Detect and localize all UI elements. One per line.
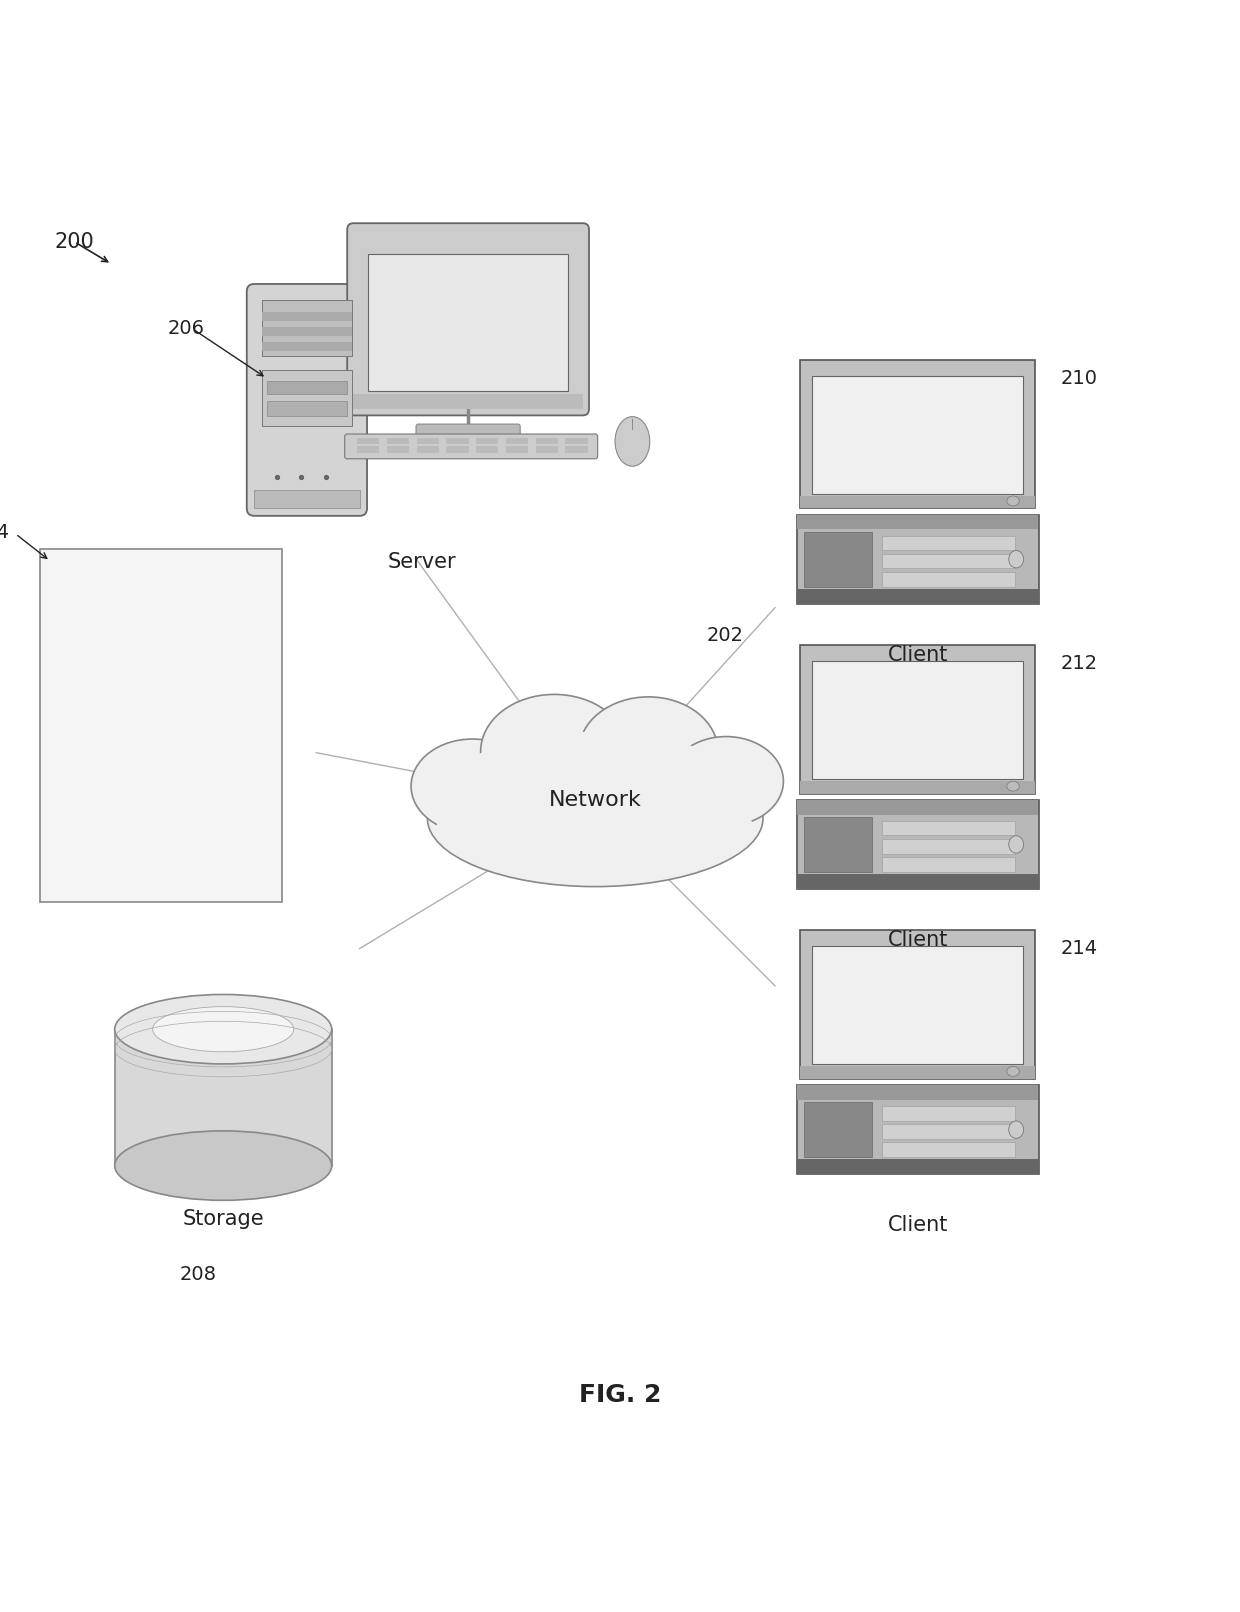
FancyBboxPatch shape [796, 514, 1039, 604]
Text: 200: 200 [55, 232, 94, 251]
Bar [536, 438, 558, 443]
Bar [446, 447, 469, 453]
Ellipse shape [579, 696, 718, 806]
Text: Client: Client [888, 930, 947, 949]
FancyBboxPatch shape [247, 284, 367, 516]
Text: 210: 210 [1060, 369, 1097, 388]
Text: 206: 206 [167, 319, 205, 339]
Bar [476, 438, 498, 443]
Bar [796, 588, 1038, 604]
Bar [114, 1028, 331, 1165]
Ellipse shape [444, 732, 746, 856]
Bar [882, 572, 1014, 587]
Bar [800, 496, 1035, 508]
Ellipse shape [153, 1006, 294, 1051]
FancyBboxPatch shape [812, 946, 1023, 1064]
Text: Client: Client [888, 1215, 947, 1235]
FancyBboxPatch shape [262, 300, 352, 356]
FancyBboxPatch shape [796, 800, 1039, 890]
Text: 214: 214 [1060, 940, 1097, 958]
Bar [882, 1124, 1014, 1138]
Bar [357, 447, 379, 453]
FancyBboxPatch shape [40, 548, 283, 903]
Ellipse shape [114, 995, 332, 1064]
FancyBboxPatch shape [415, 424, 521, 442]
Ellipse shape [668, 737, 784, 825]
Bar [800, 1067, 1035, 1078]
Ellipse shape [1008, 1120, 1023, 1138]
Text: Storage: Storage [182, 1209, 264, 1228]
FancyBboxPatch shape [796, 1085, 1039, 1174]
FancyBboxPatch shape [800, 645, 1035, 793]
Ellipse shape [481, 695, 627, 809]
Bar [387, 438, 409, 443]
Ellipse shape [114, 1132, 332, 1201]
Bar [417, 438, 439, 443]
Bar [882, 858, 1014, 872]
FancyBboxPatch shape [812, 376, 1023, 493]
Text: Network: Network [549, 790, 641, 809]
Bar [254, 490, 360, 508]
Bar [357, 438, 379, 443]
Text: 204: 204 [0, 524, 9, 543]
Bar [882, 555, 1014, 569]
Bar [882, 821, 1014, 835]
Bar [565, 438, 588, 443]
Text: Server: Server [387, 551, 456, 572]
Text: 212: 212 [1060, 654, 1097, 672]
Ellipse shape [435, 782, 755, 880]
FancyBboxPatch shape [800, 930, 1035, 1078]
Text: FIG. 2: FIG. 2 [579, 1383, 661, 1407]
Bar [353, 395, 583, 409]
FancyBboxPatch shape [347, 222, 589, 416]
Bar [796, 1159, 1038, 1174]
Bar [565, 447, 588, 453]
Bar [476, 447, 498, 453]
FancyBboxPatch shape [368, 255, 568, 390]
Bar [882, 535, 1014, 550]
Ellipse shape [1008, 551, 1023, 567]
Bar [804, 532, 872, 587]
Bar [506, 438, 528, 443]
Bar [882, 840, 1014, 853]
FancyBboxPatch shape [345, 434, 598, 459]
Bar [387, 447, 409, 453]
Bar [796, 874, 1038, 890]
FancyBboxPatch shape [262, 371, 352, 426]
Bar [882, 1106, 1014, 1120]
Bar [446, 438, 469, 443]
Bar [796, 514, 1038, 529]
Bar [804, 1103, 872, 1157]
Bar [267, 382, 347, 393]
Ellipse shape [1007, 1067, 1019, 1077]
Bar [796, 800, 1038, 814]
FancyBboxPatch shape [800, 359, 1035, 508]
FancyBboxPatch shape [812, 661, 1023, 779]
Bar [262, 327, 352, 335]
Bar [262, 342, 352, 351]
Text: Client: Client [888, 645, 947, 664]
Ellipse shape [1008, 835, 1023, 853]
Text: 208: 208 [180, 1265, 217, 1283]
Bar [506, 447, 528, 453]
Bar [882, 1143, 1014, 1157]
Ellipse shape [428, 750, 763, 887]
Text: 202: 202 [707, 625, 744, 645]
Bar [267, 401, 347, 416]
Bar [417, 447, 439, 453]
Bar [536, 447, 558, 453]
Bar [804, 817, 872, 872]
Bar [796, 1085, 1038, 1099]
Ellipse shape [615, 416, 650, 466]
Ellipse shape [1007, 496, 1019, 506]
Ellipse shape [412, 738, 534, 833]
Bar [262, 313, 352, 321]
Ellipse shape [1007, 782, 1019, 791]
Bar [800, 782, 1035, 793]
